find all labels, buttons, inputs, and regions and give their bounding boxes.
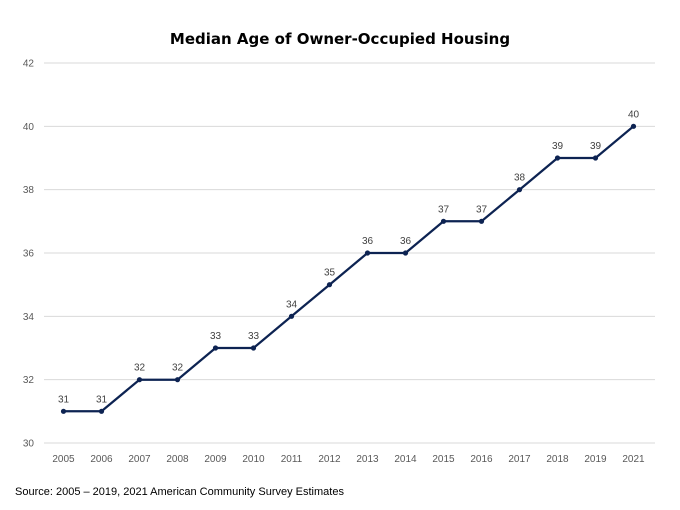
data-point-2018 — [554, 155, 561, 161]
data-label-2016: 37 — [476, 204, 488, 215]
data-point-2007 — [136, 377, 143, 383]
data-point-2015 — [440, 218, 447, 224]
x-tick-label-2013: 2013 — [356, 454, 379, 465]
series-group — [60, 123, 637, 414]
x-tick-label-2010: 2010 — [242, 454, 265, 465]
x-tick-label-2011: 2011 — [281, 454, 303, 465]
data-label-2015: 37 — [438, 204, 450, 215]
data-label-2005: 31 — [58, 394, 70, 405]
gridlines — [44, 62, 655, 444]
data-point-2005 — [60, 408, 67, 414]
data-label-2008: 32 — [172, 363, 184, 374]
x-tick-label-2017: 2017 — [508, 454, 531, 465]
data-point-2009 — [212, 345, 219, 351]
x-tick-label-2015: 2015 — [432, 454, 455, 465]
y-tick-label-40: 40 — [23, 122, 35, 133]
y-tick-label-36: 36 — [23, 249, 35, 260]
x-tick-label-2006: 2006 — [90, 454, 113, 465]
data-point-2011 — [288, 313, 295, 319]
x-tick-label-2021: 2021 — [622, 454, 645, 465]
x-tick-label-2019: 2019 — [584, 454, 607, 465]
x-tick-label-2018: 2018 — [546, 454, 569, 465]
data-point-2021 — [630, 123, 637, 129]
data-label-2006: 31 — [96, 394, 108, 405]
x-tick-label-2005: 2005 — [52, 454, 75, 465]
data-point-2014 — [402, 250, 409, 256]
x-tick-label-2014: 2014 — [394, 454, 417, 465]
data-label-2013: 36 — [362, 236, 374, 247]
x-tick-label-2012: 2012 — [318, 454, 341, 465]
x-axis-tick-labels: 2005 2006 2007 2008 2009 2010 2011 2012 2013 2014… — [52, 454, 645, 465]
data-point-2008 — [174, 377, 181, 383]
series-line-0 — [63, 125, 635, 413]
data-label-2014: 36 — [400, 236, 412, 247]
data-point-2010 — [250, 345, 257, 351]
data-label-2010: 33 — [248, 331, 260, 342]
y-tick-label-32: 32 — [23, 375, 35, 386]
data-label-2018: 39 — [552, 141, 564, 152]
data-label-2007: 32 — [134, 363, 146, 374]
data-label-2009: 33 — [210, 331, 222, 342]
x-tick-label-2009: 2009 — [204, 454, 227, 465]
y-tick-label-38: 38 — [23, 185, 35, 196]
y-tick-label-42: 42 — [23, 59, 35, 70]
y-tick-label-30: 30 — [23, 439, 35, 450]
data-label-2019: 39 — [590, 141, 602, 152]
x-tick-label-2008: 2008 — [166, 454, 189, 465]
data-label-2012: 35 — [324, 268, 336, 279]
data-point-2012 — [326, 282, 333, 288]
data-label-2011: 34 — [286, 299, 298, 310]
data-point-2019 — [592, 155, 599, 161]
x-tick-label-2007: 2007 — [128, 454, 151, 465]
data-label-2017: 38 — [514, 173, 526, 184]
y-tick-label-34: 34 — [23, 312, 35, 323]
chart-title: Median Age of Owner-Occupied Housing — [169, 30, 511, 48]
data-point-2006 — [98, 408, 105, 414]
data-labels: 31 31 32 32 33 33 34 35 36 36 37 37 38 39 39 40 — [58, 109, 640, 405]
data-point-2017 — [516, 187, 523, 193]
data-point-2016 — [478, 218, 485, 224]
x-tick-label-2016: 2016 — [470, 454, 493, 465]
source-note: Source: 2005 – 2019, 2021 American Commu… — [15, 486, 344, 498]
data-label-2021: 40 — [628, 109, 640, 120]
y-axis-tick-labels: 30 32 34 36 38 40 42 — [23, 59, 35, 450]
data-point-2013 — [364, 250, 371, 256]
